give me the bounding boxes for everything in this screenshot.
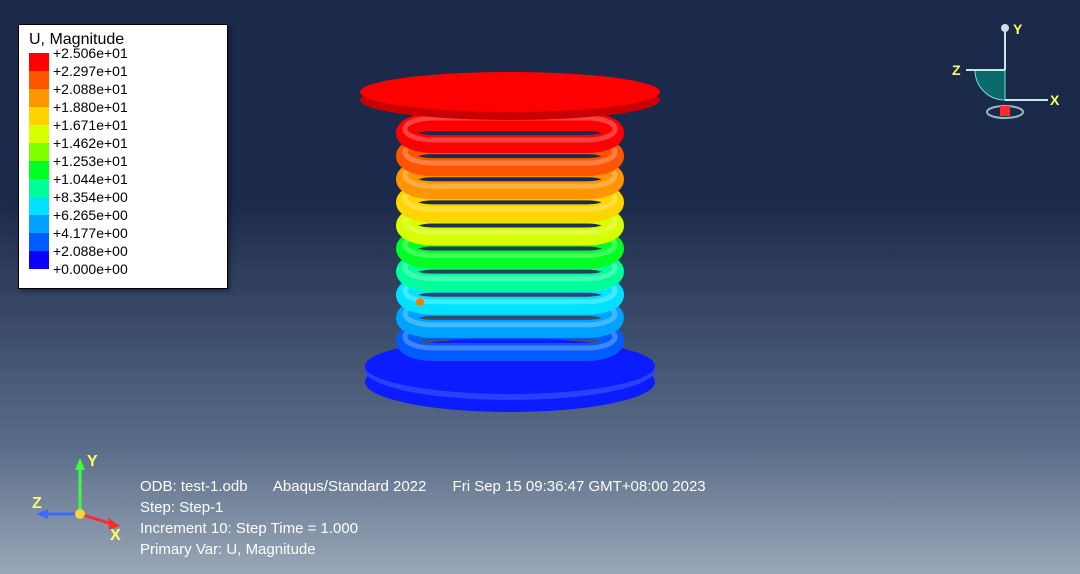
legend-swatch bbox=[29, 125, 49, 143]
status-block: ODB: test-1.odb Abaqus/Standard 2022 Fri… bbox=[140, 476, 728, 560]
spring-model-svg bbox=[330, 70, 690, 420]
status-line-1: ODB: test-1.odb Abaqus/Standard 2022 Fri… bbox=[140, 476, 728, 497]
legend-tick: +2.088e+00 bbox=[53, 242, 128, 260]
compass-z-label: Z bbox=[952, 62, 961, 78]
fea-model-view[interactable] bbox=[330, 70, 690, 420]
legend-tick: +8.354e+00 bbox=[53, 188, 128, 206]
legend-labels: +2.506e+01+2.297e+01+2.088e+01+1.880e+01… bbox=[53, 44, 128, 278]
status-primary-var: Primary Var: U, Magnitude bbox=[140, 539, 728, 560]
status-increment: Increment 10: Step Time = 1.000 bbox=[140, 518, 728, 539]
compass-y-label: Y bbox=[1013, 21, 1023, 37]
legend-swatch bbox=[29, 107, 49, 125]
legend-tick: +1.880e+01 bbox=[53, 98, 128, 116]
legend-tick: +1.462e+01 bbox=[53, 134, 128, 152]
triad-svg: Y X Z bbox=[32, 452, 122, 542]
triad-x-label: X bbox=[110, 527, 121, 542]
triad-y-label: Y bbox=[87, 453, 98, 470]
viewport[interactable]: U, Magnitude +2.506e+01+2.297e+01+2.088e… bbox=[0, 0, 1080, 574]
compass-x-label: X bbox=[1050, 92, 1060, 108]
legend-tick: +0.000e+00 bbox=[53, 260, 128, 278]
legend-tick: +2.297e+01 bbox=[53, 62, 128, 80]
legend-swatch bbox=[29, 143, 49, 161]
legend-swatch bbox=[29, 161, 49, 179]
status-step: Step: Step-1 bbox=[140, 497, 728, 518]
legend-tick: +1.044e+01 bbox=[53, 170, 128, 188]
legend-swatch bbox=[29, 179, 49, 197]
legend-swatch bbox=[29, 89, 49, 107]
legend-swatch bbox=[29, 251, 49, 269]
legend-colorbar bbox=[29, 53, 49, 269]
view-compass[interactable]: Y X Z bbox=[950, 20, 1060, 130]
legend-swatch bbox=[29, 71, 49, 89]
legend-tick: +1.253e+01 bbox=[53, 152, 128, 170]
status-datetime: Fri Sep 15 09:36:47 GMT+08:00 2023 bbox=[453, 478, 706, 495]
legend-tick: +1.671e+01 bbox=[53, 116, 128, 134]
legend-swatch bbox=[29, 197, 49, 215]
status-odb: ODB: test-1.odb bbox=[140, 478, 248, 495]
triad-z-label: Z bbox=[32, 495, 42, 512]
status-solver: Abaqus/Standard 2022 bbox=[273, 478, 426, 495]
legend-body: +2.506e+01+2.297e+01+2.088e+01+1.880e+01… bbox=[29, 53, 217, 278]
legend-tick: +6.265e+00 bbox=[53, 206, 128, 224]
axis-triad[interactable]: Y X Z bbox=[32, 452, 122, 542]
legend-tick: +2.088e+01 bbox=[53, 80, 128, 98]
legend-swatch bbox=[29, 215, 49, 233]
legend-swatch bbox=[29, 233, 49, 251]
contour-legend: U, Magnitude +2.506e+01+2.297e+01+2.088e… bbox=[18, 24, 228, 289]
legend-tick: +4.177e+00 bbox=[53, 224, 128, 242]
legend-swatch bbox=[29, 53, 49, 71]
legend-tick: +2.506e+01 bbox=[53, 44, 128, 62]
compass-svg: Y X Z bbox=[950, 20, 1060, 130]
